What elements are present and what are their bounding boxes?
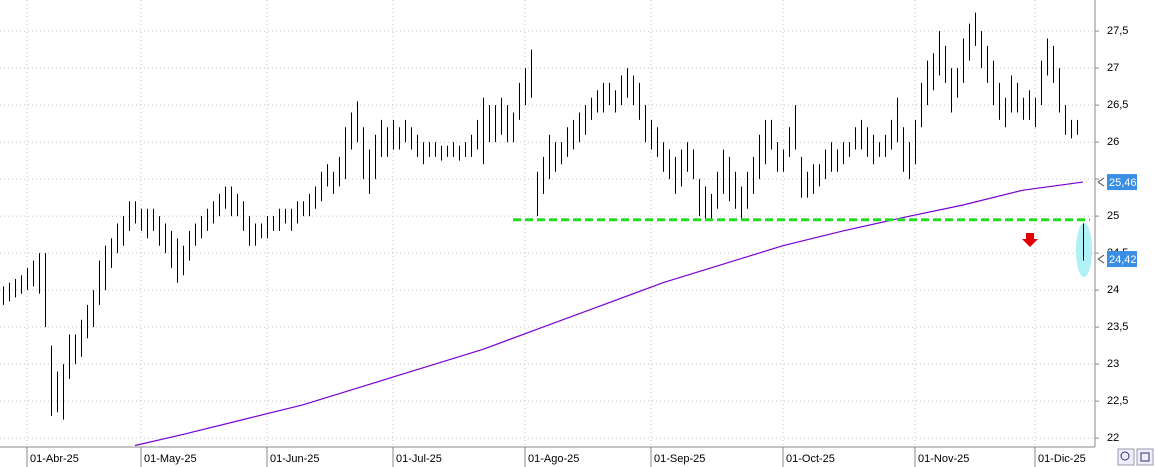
y-tick-label: 26,5 xyxy=(1107,99,1128,111)
x-tick-label: 01-Jun-25 xyxy=(270,453,320,465)
x-tick-label: 01-Ago-25 xyxy=(528,453,579,465)
plot xyxy=(3,12,1090,447)
x-tick-label: 01-Abr-25 xyxy=(30,453,79,465)
save-button[interactable] xyxy=(1136,448,1154,466)
labels: 2222,52323,52424,52525,52626,52727,501-A… xyxy=(26,25,1137,467)
y-tick-label: 27 xyxy=(1107,62,1119,74)
moving-average xyxy=(134,181,1084,447)
ma-value-box-pointer xyxy=(1097,177,1105,187)
x-tick-label: 01-Dic-25 xyxy=(1038,453,1086,465)
y-tick-label: 27,5 xyxy=(1107,25,1128,37)
zoom-button[interactable] xyxy=(1117,448,1135,466)
y-tick-label: 25 xyxy=(1107,210,1119,222)
save-icon xyxy=(1140,452,1150,462)
y-tick-label: 22,5 xyxy=(1107,395,1128,407)
y-tick-label: 23 xyxy=(1107,358,1119,370)
last-value-box-label: 24,42 xyxy=(1109,254,1137,266)
y-tick-label: 23,5 xyxy=(1107,321,1128,333)
last-value-box-pointer xyxy=(1097,254,1105,264)
x-tick-label: 01-Nov-25 xyxy=(918,453,969,465)
last-value-box xyxy=(1107,251,1137,268)
y-tick-label: 24 xyxy=(1107,284,1119,296)
ma-value-box xyxy=(1107,174,1137,191)
x-tick-label: 01-Sep-25 xyxy=(654,453,705,465)
zoom-icon xyxy=(1120,451,1130,461)
x-tick-label: 01-Oct-25 xyxy=(786,453,835,465)
x-tick-label: 01-May-25 xyxy=(144,453,197,465)
y-tick-label: 22 xyxy=(1107,432,1119,444)
down-arrow xyxy=(1022,233,1038,247)
y-tick-label: 26 xyxy=(1107,136,1119,148)
ma-value-box-label: 25,46 xyxy=(1109,177,1137,189)
x-tick-label: 01-Jul-25 xyxy=(396,453,442,465)
